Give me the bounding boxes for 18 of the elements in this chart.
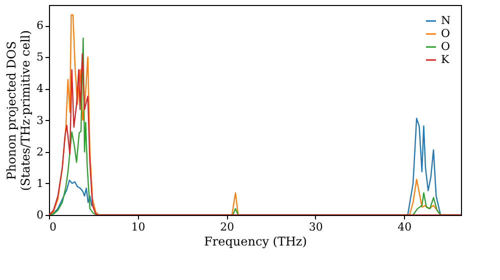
y-tick-label: 1	[36, 176, 44, 190]
x-axis-title: Frequency (THz)	[204, 234, 307, 248]
x-tick-label: 20	[220, 220, 234, 234]
legend-label: K	[441, 53, 450, 66]
y-tick-label: 2	[36, 145, 44, 158]
legend-label: N	[441, 14, 451, 27]
legend-label: O	[441, 40, 450, 53]
y-tick-label: 4	[36, 82, 44, 96]
y-tick-label: 3	[36, 114, 44, 127]
legend-label: O	[441, 27, 450, 40]
x-tick-label: 40	[398, 220, 412, 234]
y-tick-label: 0	[36, 208, 44, 222]
x-tick-label: 0	[50, 220, 56, 234]
x-tick-label: 10	[131, 220, 146, 234]
y-tick-label: 5	[36, 50, 44, 64]
x-tick-label: 30	[308, 220, 323, 234]
y-axis-title: Phonon projected DOS (States/THz·primitive cell)	[4, 30, 32, 191]
y-tick-label: 6	[36, 19, 44, 32]
